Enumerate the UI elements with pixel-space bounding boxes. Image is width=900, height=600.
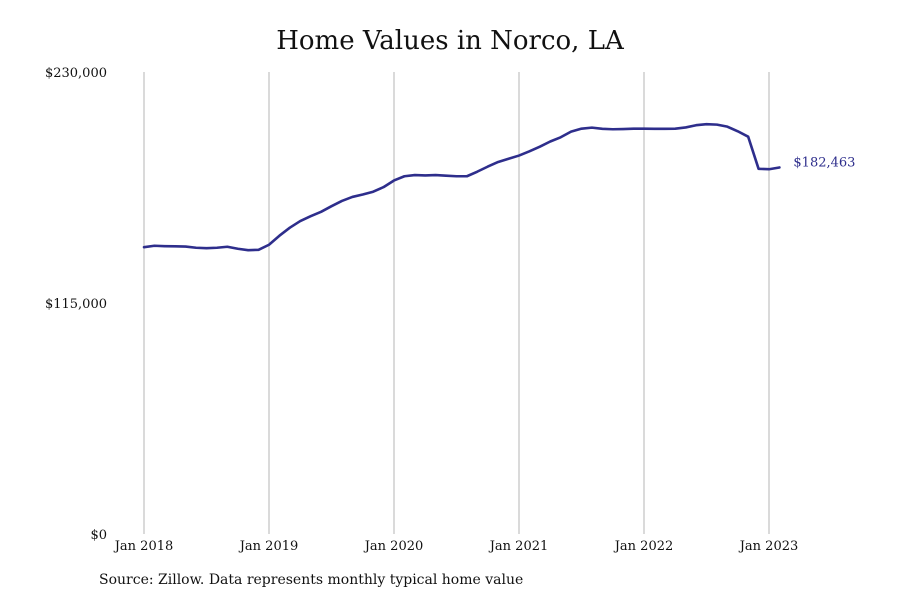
x-axis: Jan 2018 Jan 2019 Jan 2020 Jan 2021 Jan 2022… [113, 539, 799, 554]
y-axis: $0 $115,000 $230,000 [45, 66, 107, 543]
y-tick-label: $115,000 [45, 297, 107, 312]
x-tick-label: Jan 2022 [613, 539, 674, 554]
x-tick-label: Jan 2018 [113, 539, 174, 554]
source-note: Source: Zillow. Data represents monthly … [99, 572, 524, 588]
x-tick-label: Jan 2023 [738, 539, 799, 554]
series-line [142, 122, 781, 252]
x-tick-label: Jan 2020 [363, 539, 424, 554]
series-layer [142, 122, 781, 252]
chart-title: Home Values in Norco, LA [276, 26, 624, 56]
gridlines [143, 72, 770, 534]
x-tick-label: Jan 2019 [238, 539, 299, 554]
y-tick-label: $0 [90, 528, 107, 543]
data-labels: $182,463 [793, 155, 855, 170]
x-tick-label: Jan 2021 [488, 539, 549, 554]
end-value-label: $182,463 [793, 155, 855, 170]
y-tick-label: $230,000 [45, 66, 107, 81]
